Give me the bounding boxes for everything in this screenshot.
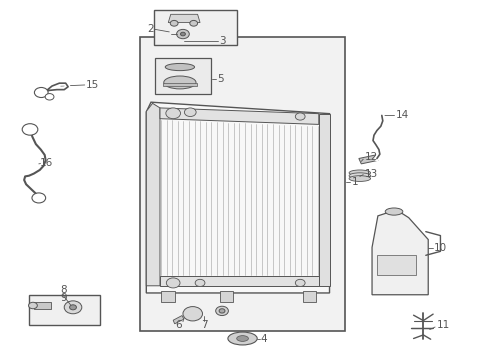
Circle shape [34,87,48,98]
Polygon shape [34,302,51,309]
Circle shape [45,94,54,100]
Circle shape [166,278,180,288]
Text: 4: 4 [261,333,267,343]
Ellipse shape [164,76,196,89]
Text: 12: 12 [365,152,378,162]
Polygon shape [160,276,319,286]
Ellipse shape [349,173,370,179]
Circle shape [195,279,205,287]
Text: 7: 7 [200,320,207,329]
Polygon shape [173,316,184,324]
Circle shape [64,301,82,314]
Ellipse shape [237,336,248,341]
Ellipse shape [385,208,403,215]
Bar [155,58,211,94]
Circle shape [190,21,197,26]
Polygon shape [359,155,378,164]
Circle shape [170,21,178,26]
Circle shape [219,309,225,313]
Circle shape [295,113,305,120]
Bar [220,291,233,302]
Text: 6: 6 [176,320,182,330]
Polygon shape [168,14,200,23]
Text: 14: 14 [395,110,409,120]
Bar [161,291,174,302]
Circle shape [28,302,37,309]
Text: 16: 16 [40,158,53,168]
Polygon shape [319,114,330,286]
Polygon shape [372,213,428,295]
Ellipse shape [228,332,257,345]
Bar [377,255,416,275]
Polygon shape [160,108,319,125]
Circle shape [70,305,76,310]
Circle shape [183,307,202,321]
Bar [140,37,345,330]
Text: 13: 13 [365,168,378,179]
Text: 11: 11 [437,320,450,330]
Text: 5: 5 [217,74,224,84]
Circle shape [166,108,180,119]
Circle shape [180,32,185,36]
Circle shape [22,124,38,135]
Bar [29,295,100,325]
Polygon shape [147,102,330,293]
Ellipse shape [349,170,370,176]
Text: 10: 10 [434,243,447,253]
Bar [303,291,317,302]
Circle shape [176,30,189,39]
Circle shape [216,306,228,316]
Text: 9: 9 [60,293,67,303]
Circle shape [184,108,196,117]
Text: 2: 2 [147,24,154,35]
Bar [154,10,237,45]
Polygon shape [147,103,160,286]
Circle shape [32,193,46,203]
Text: 8: 8 [60,285,67,296]
Circle shape [295,279,305,287]
Ellipse shape [165,63,195,71]
Text: 3: 3 [220,36,226,46]
Text: 15: 15 [86,80,99,90]
Text: 1: 1 [351,177,358,187]
Bar [163,83,197,86]
Ellipse shape [349,176,370,181]
